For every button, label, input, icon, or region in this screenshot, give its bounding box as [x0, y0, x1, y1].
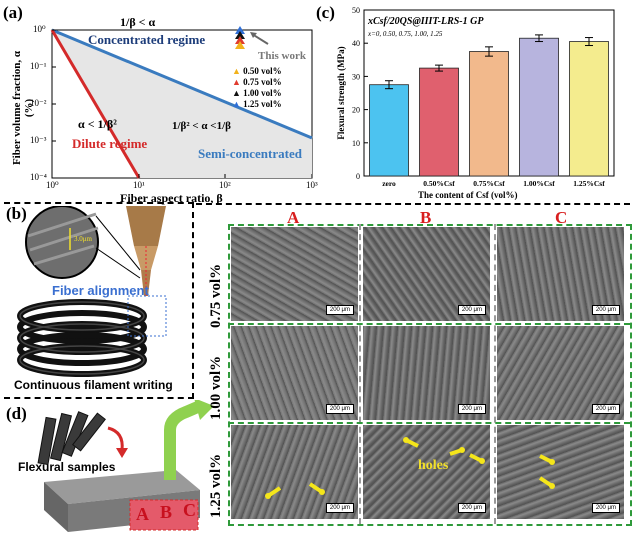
sem-divider-2 [494, 224, 496, 524]
xtick-a-0: 10⁰ [46, 180, 59, 190]
holes-label: holes [418, 458, 449, 473]
xlabel-c: The content of Csf (vol%) [418, 190, 518, 200]
concentrated-boundary-line [51, 28, 313, 140]
this-work-label: This work [258, 50, 306, 62]
sem-divider-1 [359, 224, 361, 524]
face-b: B [160, 502, 173, 522]
legend-item-100: ▲ 1.00 vol% [232, 88, 282, 98]
bar-1 [419, 67, 459, 177]
face-c: C [183, 500, 196, 520]
scale-bar-label: 200 μm [457, 305, 486, 315]
xtick-a-2: 10² [219, 180, 231, 190]
ytick-a-1: 10⁻¹ [30, 61, 47, 71]
ytick-a-4: 10⁻⁴ [30, 172, 47, 182]
legend-item-125: ▲ 1.25 vol% [232, 99, 282, 109]
panel-a-label: (a) [3, 3, 23, 22]
xtick-label-2: 0.75%Csf [473, 179, 505, 188]
sem-hdivider-2 [228, 422, 630, 424]
cond-low: α < 1/β² [78, 117, 117, 131]
sem-hdivider-1 [228, 323, 630, 325]
scale-bar-label: 200 μm [325, 305, 354, 315]
xlabel-a: Fiber aspect ratio, β [120, 191, 223, 205]
legend-item-075: ▲ 0.75 vol% [232, 77, 282, 87]
ytick-a-2: 10⁻² [30, 98, 47, 108]
regime-plot [50, 26, 313, 179]
legend-item-050: ▲ 0.50 vol% [232, 66, 282, 76]
ytick-label-1: 10 [352, 139, 360, 148]
xtick-label-0: zero [382, 179, 396, 188]
ytick-label-4: 40 [352, 39, 360, 48]
sem-image-a-3: 200 μm [231, 425, 358, 519]
scale-bar-label: 200 μm [591, 305, 620, 315]
sem-grid-frame [228, 224, 632, 526]
ytick-label-2: 20 [352, 106, 360, 115]
regime-dilute: Dilute regime [72, 136, 148, 151]
face-a: A [136, 504, 149, 524]
sem-col-c: C [555, 208, 568, 227]
sem-row-125: 1.25 vol% [208, 453, 224, 518]
this-work-markers [235, 26, 245, 49]
ylabel-c: Flexural strength (MPa) [336, 46, 346, 140]
sem-image-c-2: 200 μm [497, 326, 624, 420]
flexural-samples-label: Flexural samples [18, 460, 116, 474]
scale-bar-label: 200 μm [457, 404, 486, 414]
bar-0 [369, 84, 409, 177]
sem-col-a: A [287, 208, 300, 227]
sem-image-c-3: 200 μm [497, 425, 624, 519]
sem-col-b: B [420, 208, 432, 227]
ytick-label-5: 50 [352, 6, 360, 15]
xtick-label-3: 1.00%Csf [523, 179, 555, 188]
bar-4 [569, 41, 609, 177]
chart-c-title: xCsf/20QS@IIIT-LRS-1 GP [368, 16, 484, 27]
sem-row-075: 0.75 vol% [208, 263, 224, 328]
scale-bar-label: 200 μm [591, 503, 620, 513]
ytick-label-3: 30 [352, 72, 360, 81]
scale-bar-label: 200 μm [457, 503, 486, 513]
scale-bar-label: 200 μm [325, 404, 354, 414]
xtick-label-1: 0.50%Csf [423, 179, 455, 188]
semi-concentrated-region [52, 30, 312, 178]
scale-bar-label: 200 μm [325, 503, 354, 513]
filament-writing-caption: Continuous filament writing [14, 378, 173, 392]
cond-top: 1/β < α [120, 15, 156, 29]
dilute-boundary-line [50, 29, 141, 179]
sem-image-a-2: 200 μm [231, 326, 358, 420]
writing-illustration [17, 206, 167, 377]
panel-b-box [4, 202, 194, 399]
xtick-a-3: 10³ [306, 180, 318, 190]
ytick-label-0: 0 [356, 172, 360, 181]
fiber-alignment-label: Fiber alignment [52, 283, 149, 298]
fiber-width-label: 3.0μm [74, 235, 92, 243]
chart-c-subtitle: x=0, 0.50, 0.75, 1.00, 1.25 [368, 30, 443, 38]
panel-b-label: (b) [6, 204, 27, 223]
xtick-label-4: 1.25%Csf [573, 179, 605, 188]
ytick-a-3: 10⁻³ [30, 135, 47, 145]
sem-image-a-1: 200 μm [231, 227, 358, 321]
sem-image-b-2: 200 μm [363, 326, 490, 420]
flexural-samples-illustration [37, 400, 214, 532]
panel-d-label: (d) [6, 404, 27, 423]
scale-bar-label: 200 μm [591, 404, 620, 414]
legend-a: ▲ 0.50 vol% ▲ 0.75 vol% ▲ 1.00 vol% ▲ 1.… [232, 66, 282, 110]
sem-image-b-3: 200 μm [363, 425, 490, 519]
bar-3 [519, 37, 559, 177]
regime-concentrated: Concentrated regime [88, 32, 206, 47]
panel-c-label: (c) [316, 3, 335, 22]
xtick-a-1: 10¹ [133, 180, 145, 190]
regime-semi: Semi-concentrated [198, 146, 302, 161]
ytick-a-0: 10⁰ [33, 24, 46, 34]
sem-row-100: 1.00 vol% [208, 355, 224, 420]
bar-2 [469, 51, 509, 177]
sem-image-b-1: 200 μm [363, 227, 490, 321]
sem-image-c-1: 200 μm [497, 227, 624, 321]
sem-dashed-top [196, 203, 630, 205]
flexural-bar-chart: 0 10 20 30 40 50 zero 0.50%Csf 0.75%Csf 1.00%Csf 1… [352, 6, 615, 188]
cond-mid: 1/β² < α <1/β [172, 120, 231, 132]
